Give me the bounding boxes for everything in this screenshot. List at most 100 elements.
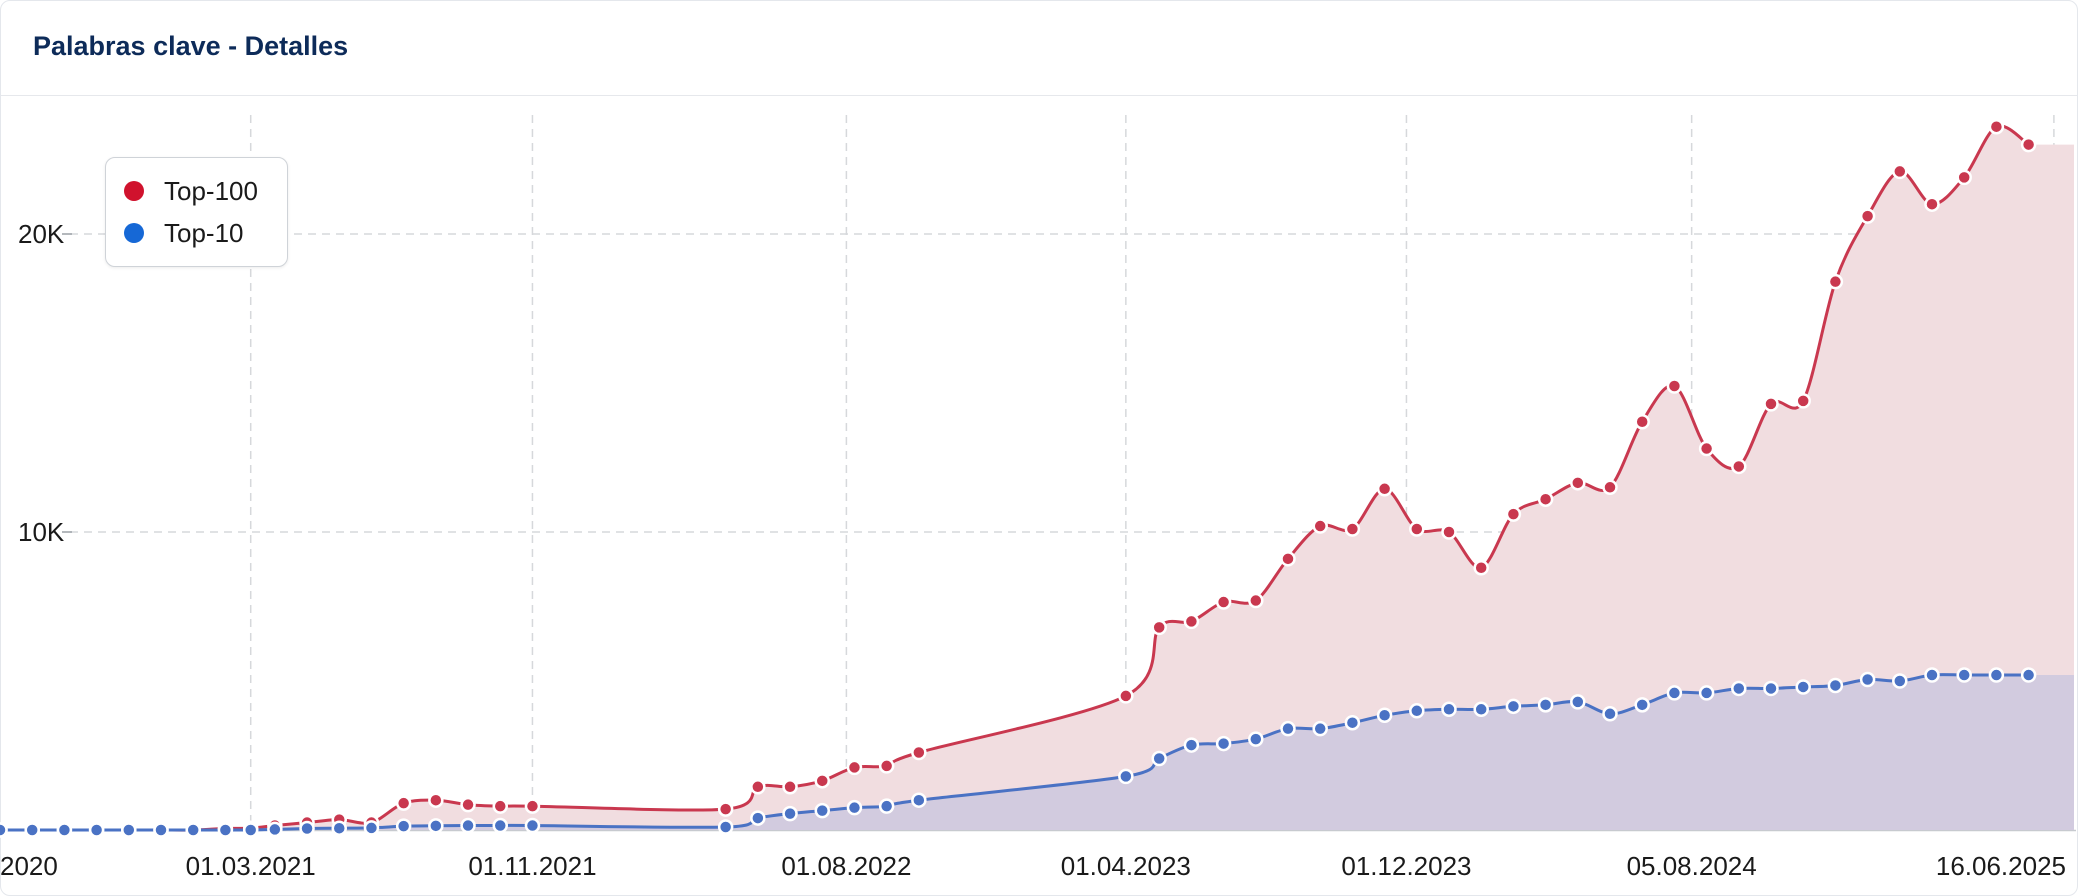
data-point-top-100[interactable] [1344, 521, 1361, 537]
legend-item-top-10[interactable]: Top-10 [124, 216, 244, 250]
data-point-top-100[interactable] [1698, 440, 1715, 457]
data-point-top-10[interactable] [846, 799, 863, 816]
data-point-top-10[interactable] [1505, 698, 1522, 715]
data-point-top-10[interactable] [492, 817, 508, 834]
data-point-top-100[interactable] [1859, 208, 1876, 224]
data-point-top-100[interactable] [750, 779, 766, 795]
data-point-top-10[interactable] [1795, 679, 1811, 695]
data-point-top-10[interactable] [267, 821, 283, 838]
data-point-top-10[interactable] [331, 820, 347, 836]
data-point-top-10[interactable] [1280, 720, 1296, 737]
data-point-top-10[interactable] [24, 822, 40, 838]
data-point-top-10[interactable] [878, 798, 895, 814]
data-point-top-100[interactable] [1988, 118, 2005, 135]
data-point-top-100[interactable] [1731, 458, 1747, 475]
data-point-top-10[interactable] [1441, 701, 1457, 718]
data-point-top-100[interactable] [460, 796, 476, 813]
data-point-top-10[interactable] [185, 822, 201, 838]
data-point-top-100[interactable] [1795, 393, 1811, 409]
data-point-top-100[interactable] [492, 798, 508, 814]
data-point-top-100[interactable] [846, 759, 863, 776]
data-point-top-100[interactable] [1441, 524, 1457, 540]
data-point-top-10[interactable] [121, 822, 137, 838]
data-point-top-10[interactable] [299, 820, 315, 837]
data-point-top-100[interactable] [1312, 518, 1328, 534]
data-point-top-100[interactable] [428, 792, 444, 808]
data-point-top-100[interactable] [717, 801, 734, 817]
data-point-top-10[interactable] [1988, 667, 2005, 683]
data-point-top-10[interactable] [1698, 685, 1715, 701]
data-point-top-10[interactable] [2020, 667, 2037, 683]
data-point-top-100[interactable] [1763, 396, 1779, 412]
legend-item-top-100[interactable]: Top-100 [124, 174, 258, 208]
data-point-top-10[interactable] [1892, 673, 1908, 689]
data-point-top-10[interactable] [1602, 706, 1618, 722]
data-point-top-100[interactable] [782, 779, 798, 795]
data-point-top-10[interactable] [363, 820, 380, 836]
data-point-top-10[interactable] [1731, 680, 1747, 697]
data-point-top-100[interactable] [1892, 163, 1908, 180]
data-point-top-10[interactable] [217, 822, 234, 838]
data-point-top-10[interactable] [1859, 671, 1876, 688]
data-point-top-100[interactable] [1409, 521, 1425, 537]
data-point-top-10[interactable] [782, 805, 798, 822]
data-point-top-10[interactable] [1183, 737, 1200, 753]
data-point-top-10[interactable] [911, 792, 927, 808]
data-point-top-100[interactable] [1537, 491, 1554, 507]
data-point-top-100[interactable] [524, 798, 541, 814]
data-point-top-10[interactable] [1248, 731, 1264, 747]
data-point-top-10[interactable] [56, 822, 73, 838]
data-point-top-100[interactable] [1956, 169, 1972, 186]
data-point-top-10[interactable] [717, 819, 734, 835]
data-point-top-10[interactable] [750, 810, 766, 826]
data-point-top-100[interactable] [1505, 506, 1522, 522]
point-layer[interactable] [0, 118, 2037, 838]
data-point-top-10[interactable] [1344, 714, 1361, 731]
data-point-top-10[interactable] [1666, 685, 1683, 701]
data-point-top-100[interactable] [814, 773, 830, 789]
data-point-top-10[interactable] [1473, 701, 1489, 718]
data-point-top-100[interactable] [1570, 475, 1586, 491]
data-point-top-100[interactable] [1827, 273, 1844, 290]
data-point-top-100[interactable] [1634, 413, 1650, 430]
data-point-top-10[interactable] [524, 817, 541, 834]
data-point-top-10[interactable] [1118, 768, 1134, 785]
data-point-top-10[interactable] [242, 822, 259, 838]
data-point-top-100[interactable] [1666, 378, 1683, 394]
data-point-top-10[interactable] [1924, 667, 1940, 683]
data-point-top-10[interactable] [1827, 677, 1844, 694]
data-point-top-100[interactable] [1280, 551, 1296, 567]
data-point-top-100[interactable] [2020, 136, 2037, 153]
data-point-top-100[interactable] [911, 744, 927, 761]
data-point-top-10[interactable] [1151, 750, 1167, 767]
data-point-top-10[interactable] [0, 822, 8, 838]
x-tick-label: 01.04.2023 [1061, 851, 1191, 881]
data-point-top-10[interactable] [1537, 697, 1554, 713]
data-point-top-100[interactable] [1118, 688, 1134, 704]
data-point-top-10[interactable] [88, 822, 105, 838]
data-point-top-100[interactable] [878, 758, 895, 774]
data-point-top-10[interactable] [153, 822, 169, 838]
data-point-top-10[interactable] [1215, 735, 1232, 752]
data-point-top-10[interactable] [1956, 667, 1972, 683]
data-point-top-100[interactable] [1151, 619, 1167, 636]
data-point-top-10[interactable] [1634, 697, 1650, 713]
data-point-top-100[interactable] [1248, 592, 1264, 609]
data-point-top-10[interactable] [1763, 680, 1779, 697]
data-point-top-10[interactable] [1376, 707, 1393, 724]
data-point-top-10[interactable] [460, 817, 476, 834]
data-point-top-100[interactable] [1473, 560, 1489, 576]
data-point-top-100[interactable] [1215, 594, 1232, 610]
data-point-top-10[interactable] [1409, 703, 1425, 719]
data-point-top-100[interactable] [1376, 481, 1393, 497]
data-point-top-10[interactable] [395, 818, 412, 834]
data-point-top-10[interactable] [1570, 694, 1586, 710]
data-point-top-100[interactable] [1602, 479, 1618, 496]
data-point-top-10[interactable] [428, 818, 444, 834]
data-point-top-10[interactable] [1312, 720, 1328, 737]
data-point-top-10[interactable] [814, 802, 830, 819]
data-point-top-100[interactable] [1924, 196, 1940, 212]
points-top-10[interactable] [0, 667, 2037, 838]
data-point-top-100[interactable] [1183, 613, 1200, 630]
data-point-top-100[interactable] [395, 795, 412, 811]
